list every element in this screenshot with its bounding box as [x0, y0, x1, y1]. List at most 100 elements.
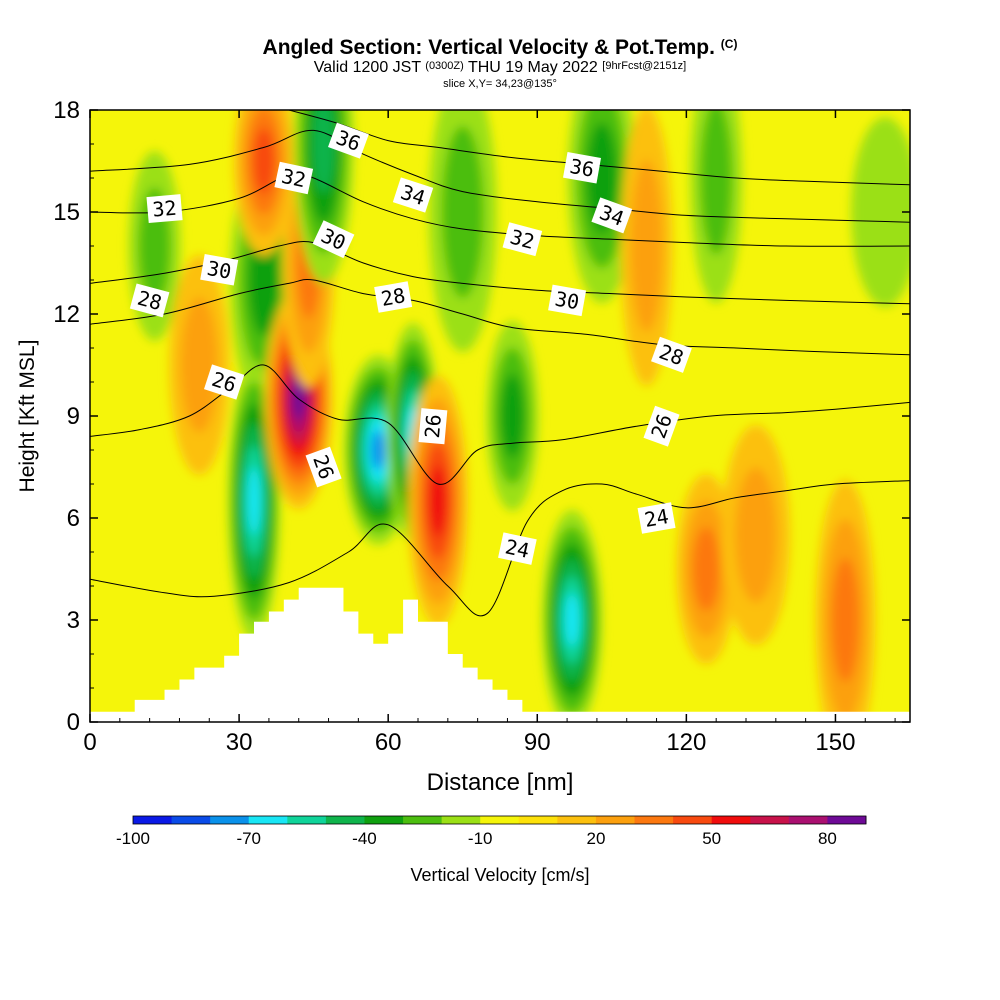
contour-label-text: 36 — [568, 154, 596, 182]
contour-label-text: 24 — [643, 504, 671, 532]
y-tick-label: 0 — [67, 709, 80, 736]
theta-contour-34 — [90, 129, 910, 223]
colorbar-tick-label: -100 — [116, 829, 150, 848]
colorbar-tick-label: 20 — [586, 829, 605, 848]
contour-label-text: 32 — [151, 196, 177, 222]
contour-label-box — [637, 502, 676, 534]
colorbar: -100 -70 -40 -10 20 50 80 — [116, 815, 867, 848]
contour-label-box — [305, 446, 342, 488]
contour-label-box — [146, 194, 183, 224]
colorbar-swatch — [827, 816, 867, 824]
contour-label-box — [643, 405, 680, 447]
y-tick-label: 15 — [53, 199, 80, 226]
velocity-cell — [815, 480, 876, 722]
x-tick-label: 0 — [83, 729, 96, 756]
chart-subtitle: Valid 1200 JST (0300Z) THU 19 May 2022 [… — [0, 59, 1000, 77]
colorbar-swatch — [248, 816, 288, 824]
colorbar-swatch — [133, 816, 173, 824]
velocity-band — [851, 117, 910, 307]
colorbar-swatch — [518, 816, 558, 824]
contour-label: 24 — [637, 502, 676, 534]
velocity-cell — [851, 117, 910, 307]
colorbar-swatch — [210, 816, 250, 824]
colorbar-tick-label: 80 — [818, 829, 837, 848]
colorbar-swatch — [287, 816, 327, 824]
velocity-band — [630, 159, 663, 333]
terrain-layer — [90, 587, 910, 722]
contour-label: 30 — [548, 284, 587, 317]
colorbar-swatch — [441, 816, 481, 824]
velocity-cell — [169, 255, 230, 475]
contour-label-text: 32 — [279, 164, 308, 192]
contour-label-text: 28 — [379, 283, 407, 311]
contour-label-box — [274, 161, 314, 195]
colorbar-tick-label: -70 — [236, 829, 261, 848]
colorbar-swatch — [711, 816, 751, 824]
contour-label: 24 — [498, 532, 537, 565]
colorbar-tick-label: 50 — [702, 829, 721, 848]
velocity-cell — [233, 110, 294, 256]
contour-label-box — [418, 408, 448, 445]
contour-label: 32 — [502, 222, 543, 257]
copyright-mark: (C) — [720, 37, 738, 51]
y-tick-label: 18 — [53, 97, 80, 124]
slice-info: slice X,Y= 34,23@135° — [443, 78, 557, 90]
colorbar-swatch — [480, 816, 520, 824]
y-tick-label: 3 — [67, 607, 80, 634]
velocity-band — [692, 526, 720, 612]
velocity-band — [500, 373, 524, 459]
colorbar-swatch — [673, 816, 713, 824]
contour-label-box — [312, 220, 355, 259]
contour-label-box — [203, 364, 245, 400]
contour-label-text: 24 — [503, 534, 532, 562]
contour-label: 26 — [203, 364, 245, 400]
contour-label-box — [502, 222, 543, 257]
contour-label-box — [591, 197, 633, 234]
contour-label-box — [328, 122, 369, 159]
colorbar-swatch — [364, 816, 404, 824]
velocity-band — [371, 430, 386, 470]
velocity-band — [441, 125, 484, 299]
y-axis-label: Height [Kft MSL] — [16, 340, 39, 493]
velocity-band — [700, 110, 733, 255]
colorbar-swatch — [634, 816, 674, 824]
colorbar-label: Vertical Velocity [cm/s] — [410, 865, 589, 885]
colorbar-swatch — [595, 816, 636, 824]
colorbar-swatch — [325, 816, 365, 824]
valid-date: THU 19 May 2022 — [467, 59, 598, 76]
contour-label: 32 — [146, 194, 183, 224]
velocity-cell — [721, 425, 790, 645]
x-tick-label: 30 — [226, 729, 253, 756]
theta-contour-32 — [90, 172, 910, 247]
chart-title-text: Angled Section: Vertical Velocity & Pot.… — [262, 36, 715, 59]
x-tick-label: 60 — [375, 729, 402, 756]
colorbar-swatch — [750, 816, 790, 824]
terrain — [90, 587, 910, 722]
y-tick-label: 9 — [67, 403, 80, 430]
velocity-cell — [690, 110, 743, 303]
velocity-band — [564, 593, 580, 647]
velocity-cell — [542, 510, 603, 722]
contour-label: 30 — [200, 254, 239, 286]
colorbar-swatch — [171, 816, 211, 824]
velocity-cell — [486, 321, 539, 511]
x-axis-label: Distance [nm] — [427, 769, 574, 796]
velocity-band — [180, 297, 218, 433]
valid-time-utc: (0300Z) — [425, 60, 464, 72]
contour-label-box — [651, 336, 692, 373]
contour-label-box — [374, 281, 413, 313]
valid-time: Valid 1200 JST — [313, 59, 421, 76]
contour-label: 26 — [643, 405, 680, 447]
x-tick-label: 150 — [815, 729, 855, 756]
colorbar-frame — [132, 815, 867, 825]
forecast-info: [9hrFcst@2151z] — [602, 60, 687, 72]
contour-label: 34 — [392, 177, 434, 213]
velocity-band — [735, 467, 777, 603]
velocity-band — [247, 467, 261, 535]
contour-label: 32 — [274, 161, 314, 195]
contour-label: 36 — [563, 152, 601, 184]
velocity-band — [832, 557, 859, 683]
y-tick-label: 12 — [53, 301, 80, 328]
